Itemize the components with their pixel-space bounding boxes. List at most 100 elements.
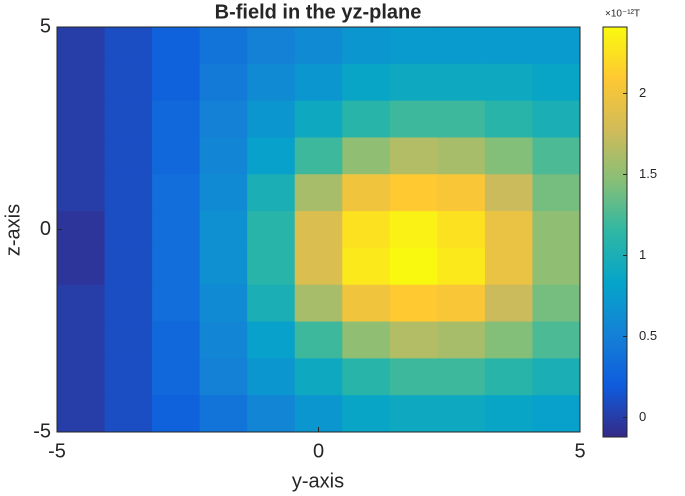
heatmap-cell bbox=[532, 321, 581, 359]
heatmap-cell bbox=[389, 247, 438, 286]
heatmap-cell bbox=[152, 27, 201, 65]
colorbar-label: ×10⁻¹²T bbox=[605, 9, 640, 20]
heatmap-cell bbox=[484, 174, 533, 212]
heatmap-cell bbox=[57, 174, 106, 212]
heatmap-cell bbox=[152, 100, 201, 138]
heatmap-cell bbox=[437, 211, 486, 249]
heatmap-cell bbox=[532, 395, 581, 433]
heatmap-cell bbox=[247, 284, 296, 323]
heatmap-cell bbox=[532, 63, 581, 102]
y-tick-label: 0 bbox=[40, 218, 51, 240]
heatmap-cell bbox=[294, 247, 343, 286]
heatmap-cell bbox=[57, 211, 106, 249]
heatmap-cell bbox=[484, 27, 533, 65]
heatmap-cell bbox=[437, 100, 486, 138]
heatmap-cell bbox=[57, 395, 106, 433]
heatmap-cell bbox=[199, 395, 248, 433]
heatmap-cell bbox=[389, 358, 438, 396]
heatmap-cell bbox=[247, 100, 296, 138]
heatmap-cell bbox=[199, 211, 248, 249]
heatmap-cell bbox=[152, 358, 201, 396]
heatmap-cell bbox=[484, 137, 533, 175]
heatmap-cell bbox=[199, 137, 248, 175]
heatmap-cell bbox=[247, 247, 296, 286]
heatmap-cell bbox=[437, 321, 486, 359]
heatmap-cell bbox=[57, 247, 106, 286]
heatmap-cell bbox=[294, 27, 343, 65]
heatmap-cell bbox=[484, 284, 533, 323]
heatmap-cell bbox=[389, 211, 438, 249]
heatmap-cell bbox=[199, 27, 248, 65]
heatmap-cell bbox=[152, 284, 201, 323]
heatmap-cell bbox=[294, 63, 343, 102]
heatmap-cell bbox=[294, 284, 343, 323]
heatmap-cell bbox=[104, 100, 153, 138]
heatmap-cell bbox=[57, 27, 106, 65]
heatmap-cell bbox=[342, 321, 391, 359]
heatmap-cell bbox=[342, 358, 391, 396]
heatmap-cell bbox=[342, 27, 391, 65]
heatmap-cell bbox=[104, 358, 153, 396]
heatmap-cell bbox=[389, 284, 438, 323]
heatmap-cell bbox=[342, 63, 391, 102]
heatmap-cell bbox=[104, 27, 153, 65]
heatmap-cell bbox=[57, 284, 106, 323]
heatmap-cell bbox=[152, 211, 201, 249]
heatmap-cell bbox=[389, 395, 438, 433]
heatmap-cell bbox=[389, 100, 438, 138]
heatmap-cell bbox=[342, 247, 391, 286]
heatmap-cell bbox=[437, 63, 486, 102]
heatmap-cell bbox=[532, 137, 581, 175]
heatmap-cell bbox=[152, 247, 201, 286]
heatmap-cell bbox=[152, 321, 201, 359]
colorbar-tick-label: 2 bbox=[639, 85, 646, 100]
x-tick-label: -5 bbox=[48, 440, 66, 462]
heatmap-cell bbox=[532, 284, 581, 323]
heatmap-cell bbox=[484, 247, 533, 286]
heatmap-cell bbox=[104, 63, 153, 102]
heatmap-cell bbox=[152, 174, 201, 212]
heatmap-cell bbox=[437, 247, 486, 286]
heatmap-cell bbox=[294, 174, 343, 212]
heatmap-cell bbox=[57, 358, 106, 396]
heatmap-cell bbox=[342, 174, 391, 212]
y-axis-label: z-axis bbox=[2, 204, 24, 256]
heatmap-cell bbox=[389, 321, 438, 359]
heatmap-cell bbox=[294, 211, 343, 249]
heatmap-cell bbox=[57, 321, 106, 359]
heatmap-cell bbox=[389, 137, 438, 175]
heatmap-cell bbox=[199, 247, 248, 286]
heatmap-cell bbox=[152, 137, 201, 175]
heatmap-cell bbox=[104, 211, 153, 249]
heatmap-cell bbox=[437, 358, 486, 396]
heatmap-cell bbox=[389, 174, 438, 212]
heatmap-cell bbox=[484, 395, 533, 433]
heatmap-cell bbox=[247, 211, 296, 249]
heatmap-cell bbox=[247, 321, 296, 359]
heatmap-cell bbox=[532, 211, 581, 249]
colorbar bbox=[602, 26, 628, 438]
heatmap-cell bbox=[437, 284, 486, 323]
heatmap-cell bbox=[104, 321, 153, 359]
heatmap-cell bbox=[294, 137, 343, 175]
heatmap-cell bbox=[152, 395, 201, 433]
heatmap-cell bbox=[247, 174, 296, 212]
heatmap-cell bbox=[247, 395, 296, 433]
heatmap-cell bbox=[484, 63, 533, 102]
heatmap-cell bbox=[104, 395, 153, 433]
heatmap-cell bbox=[57, 63, 106, 102]
heatmap-cell bbox=[532, 247, 581, 286]
heatmap-cell bbox=[484, 321, 533, 359]
heatmap-cell bbox=[532, 100, 581, 138]
heatmap-cell bbox=[199, 63, 248, 102]
heatmap-cell bbox=[437, 174, 486, 212]
heatmap-cell bbox=[57, 137, 106, 175]
heatmap-cell bbox=[389, 27, 438, 65]
heatmap-cell bbox=[484, 211, 533, 249]
heatmap-cell bbox=[199, 358, 248, 396]
heatmap-cell bbox=[199, 174, 248, 212]
heatmap-cell bbox=[104, 247, 153, 286]
heatmap-cell bbox=[104, 284, 153, 323]
heatmap-cell bbox=[294, 395, 343, 433]
